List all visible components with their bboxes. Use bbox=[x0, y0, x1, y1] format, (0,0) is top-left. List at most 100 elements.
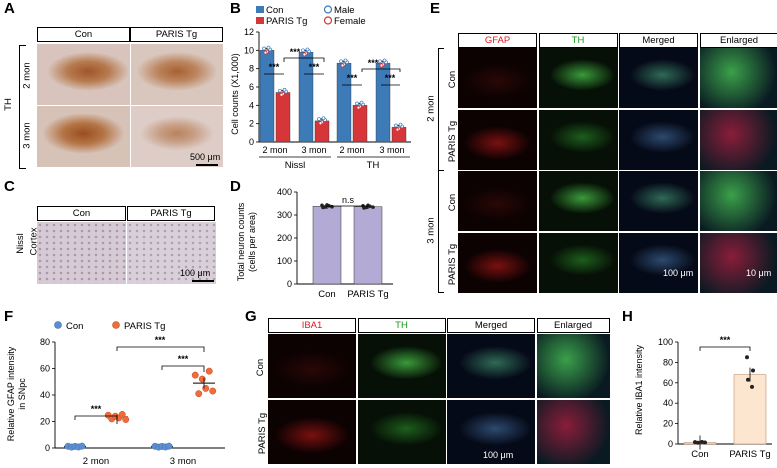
panelE-image-enlarged-row2 bbox=[699, 171, 777, 231]
panelD-dot-0-3 bbox=[330, 204, 334, 209]
panelF-point-1-1-1 bbox=[195, 390, 203, 398]
panelE-image-gfap-row1 bbox=[458, 109, 537, 170]
panelB-chart: Con PARIS Tg Male Female Cell counts (X1… bbox=[230, 5, 411, 171]
panelE-grid: GFAP TH Merged Enlarged 2 mon 3 mon Con PARIS T… bbox=[426, 0, 777, 300]
panelE-image-merged-row1 bbox=[619, 109, 698, 170]
panelD-ytick-4: 400 bbox=[277, 187, 292, 197]
panelB-dot-0-0-0 bbox=[262, 46, 266, 51]
panelE-image-enlarged-row3 bbox=[699, 232, 777, 293]
panelD-xtick-0: Con bbox=[318, 289, 335, 300]
panelG-image-iba1-row0 bbox=[268, 334, 356, 398]
panelB-bar-paris-tg-0 bbox=[275, 92, 291, 143]
panelD-ytick-0: 0 bbox=[287, 279, 292, 289]
panelA-bracket bbox=[19, 45, 26, 169]
panelE-scale-right: 10 μm bbox=[746, 268, 772, 278]
panelH-dot-0-1 bbox=[696, 440, 700, 445]
panelB-group-nissl: Nissl bbox=[285, 160, 306, 171]
panelE-image-th-row2 bbox=[538, 171, 618, 231]
panelF-point-1-1-0 bbox=[191, 371, 199, 379]
panelB-legend-paris: PARIS Tg bbox=[266, 16, 307, 27]
panelE-col-enlarged: Enlarged bbox=[699, 33, 777, 48]
panelG-image-th-row1 bbox=[357, 399, 446, 464]
panelF-sig-0: *** bbox=[91, 404, 102, 414]
panelF-legend-paris-marker bbox=[112, 321, 120, 329]
panelE-row-1: PARIS Tg bbox=[447, 120, 459, 162]
panelD-dot-1-5 bbox=[362, 206, 366, 210]
panelC-image-con bbox=[37, 222, 126, 284]
panelB-bracket-5 bbox=[361, 68, 401, 72]
panelD-bar-1 bbox=[353, 206, 383, 285]
panelE-image-merged-row0 bbox=[619, 48, 698, 108]
panelB-bar-paris-tg-2 bbox=[352, 105, 368, 143]
panelH-dot-1-0 bbox=[745, 355, 749, 360]
panelH-dot-0-3 bbox=[703, 440, 707, 445]
panelG-col-th: TH bbox=[357, 318, 446, 333]
panelF-point-1-1-5 bbox=[209, 387, 217, 395]
panelB-dot-1-0-3 bbox=[279, 92, 284, 97]
panelF-ytick-0: 0 bbox=[45, 443, 50, 453]
panelB-dot-1-1-0 bbox=[317, 117, 321, 121]
panelB-dot-0-1-3 bbox=[302, 52, 307, 57]
panelF-ylabel-1: Relative GFAP intensity bbox=[6, 346, 16, 441]
panelB-dot-1-2-4 bbox=[359, 100, 364, 105]
panelA-image-paris-2mon bbox=[131, 44, 223, 105]
panelC-scale-label: 100 μm bbox=[180, 268, 211, 278]
panelB-xtick-2: 2 mon bbox=[339, 145, 364, 155]
panelC-col-paris: PARIS Tg bbox=[127, 206, 215, 221]
panelF-bracket-1 bbox=[161, 365, 205, 372]
panel-label-e: E bbox=[430, 0, 441, 17]
panelF-chart: Con PARIS Tg Relative GFAP intensity in … bbox=[6, 321, 225, 467]
panelC-scale-bar bbox=[192, 280, 214, 282]
panelF-ytick-4: 80 bbox=[40, 337, 50, 347]
panelG-grid: IBA1 TH Merged Enlarged Con PARIS Tg 100 μm bbox=[255, 318, 618, 466]
panelH-dot-1-2 bbox=[746, 377, 750, 382]
panelF-legend-con: Con bbox=[66, 321, 83, 332]
panelD-dot-0-5 bbox=[321, 205, 325, 210]
panelB-ytick-0: 0 bbox=[249, 137, 254, 147]
panelD-xtick-1: PARIS Tg bbox=[347, 289, 388, 300]
panelD-dot-1-3 bbox=[371, 205, 375, 209]
panelB-dot-0-2-3 bbox=[340, 63, 345, 68]
panelF-bracket-2 bbox=[116, 346, 205, 352]
panelF-point-0-0-4 bbox=[78, 442, 86, 450]
panelB-dot-1-0-0 bbox=[278, 88, 282, 93]
panelF-sig-1: *** bbox=[178, 354, 189, 364]
panelH-sig: *** bbox=[720, 335, 731, 345]
panel-label-b: B bbox=[230, 0, 241, 17]
panelH-chart: Relative IBA1 intensity 0 20 40 60 80 100 Con… bbox=[634, 335, 772, 460]
panelF-point-1-0-4 bbox=[118, 411, 126, 418]
panelH-ytick-3: 60 bbox=[663, 378, 673, 388]
panelF-point-1-0-5 bbox=[122, 416, 130, 423]
panelE-row-0: Con bbox=[447, 70, 459, 89]
panelF-ylabel-2: in SNpc bbox=[17, 378, 27, 410]
panelB-dot-1-2-0 bbox=[355, 101, 359, 106]
panelB-dot-1-0-4 bbox=[282, 87, 287, 92]
panelD-ytick-3: 300 bbox=[277, 210, 292, 220]
panelB-sig-3: *** bbox=[385, 73, 396, 83]
panelB-xtick-3: 3 mon bbox=[379, 145, 404, 155]
panelB-ytick-4: 8 bbox=[249, 64, 254, 74]
panelC-row-nissl: Nissl bbox=[14, 233, 26, 254]
panelB-dot-0-2-4 bbox=[343, 58, 348, 63]
panelB-dot-0-0-4 bbox=[266, 45, 271, 50]
panelE-image-th-row1 bbox=[538, 109, 618, 170]
panelA-scale-label: 500 μm bbox=[190, 152, 221, 162]
panelE-col-gfap: GFAP bbox=[458, 33, 537, 48]
panelG-image-enlarged-row0 bbox=[536, 334, 610, 398]
panelB-sig-5: *** bbox=[368, 58, 379, 68]
panelB-ylabel: Cell counts (X1,000) bbox=[230, 53, 240, 135]
panelH-ytick-5: 100 bbox=[658, 337, 673, 347]
panelB-dot-0-3-3 bbox=[379, 63, 384, 68]
panelG-image-merged-row0 bbox=[447, 334, 535, 398]
panelE-image-gfap-row2 bbox=[458, 171, 537, 231]
panelE-image-merged-row2 bbox=[619, 171, 698, 231]
panelA-col-paris: PARIS Tg bbox=[130, 27, 223, 42]
panelF-xtick-0: 2 mon bbox=[83, 456, 109, 467]
panelH-ytick-1: 20 bbox=[663, 419, 673, 429]
panelH-bracket bbox=[699, 346, 751, 351]
panelB-xtick-0: 2 mon bbox=[262, 145, 287, 155]
panelB-legend-con-swatch bbox=[256, 6, 264, 13]
panelH-xtick-1: PARIS Tg bbox=[729, 449, 770, 460]
panelH-ytick-4: 80 bbox=[663, 357, 673, 367]
panelE-image-th-row3 bbox=[538, 232, 618, 293]
